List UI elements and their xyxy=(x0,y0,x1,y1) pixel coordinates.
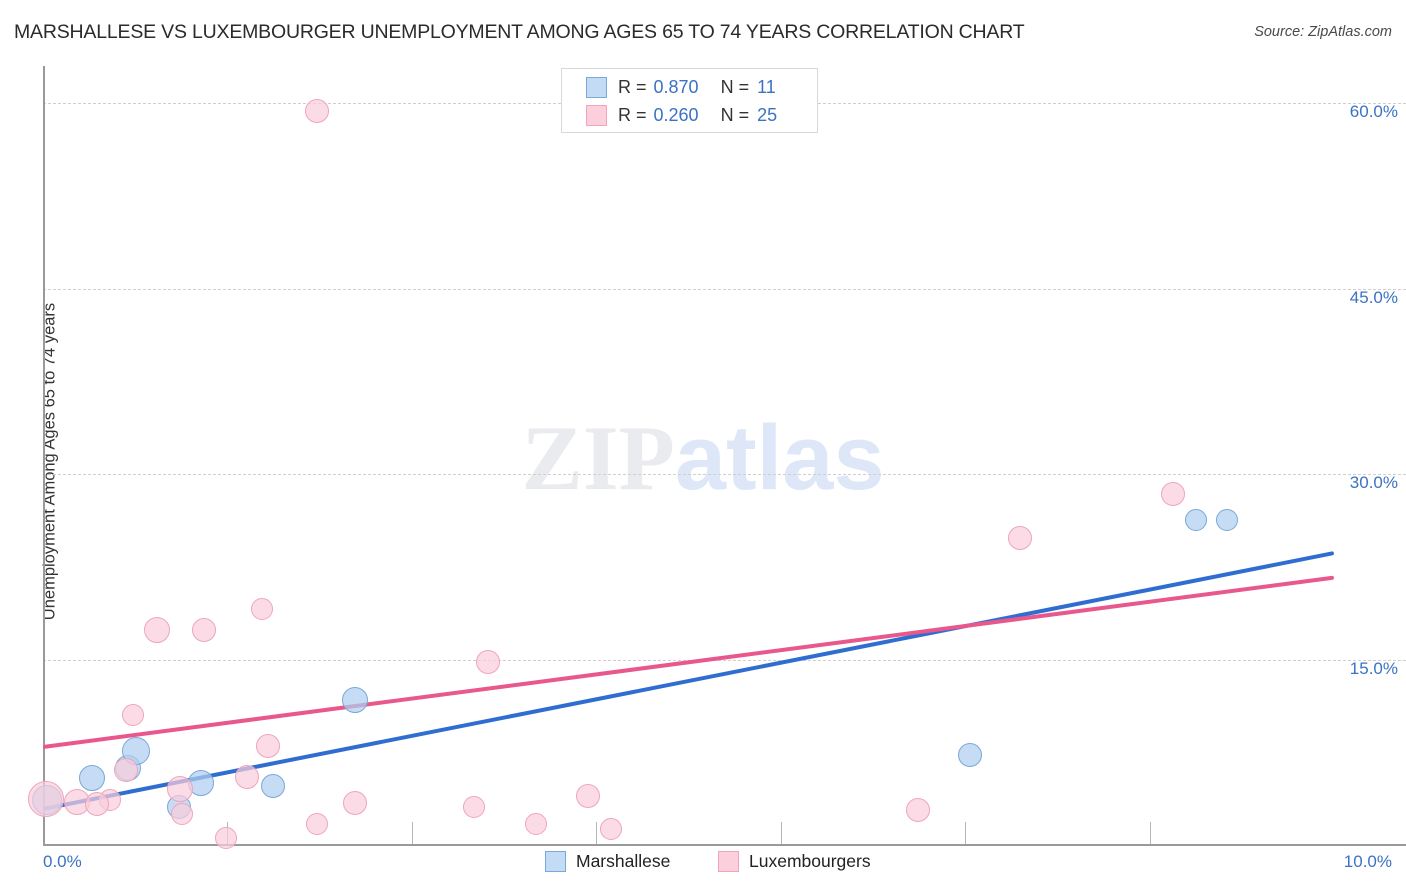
data-point-marshallese[interactable] xyxy=(79,765,106,792)
y-axis-tick-label: 15.0% xyxy=(1349,658,1398,678)
n-label-blue: N = xyxy=(720,76,750,97)
data-point-luxembourgers[interactable] xyxy=(85,792,110,817)
data-point-luxembourgers[interactable] xyxy=(476,649,501,674)
x-axis-tick xyxy=(1149,822,1151,845)
data-point-marshallese[interactable] xyxy=(1215,508,1238,531)
trend-line-luxembourgers xyxy=(42,575,1335,750)
data-point-luxembourgers[interactable] xyxy=(463,795,486,818)
n-value-blue: 11 xyxy=(757,76,776,97)
x-axis-max-label: 10.0% xyxy=(1343,852,1392,871)
y-axis-tick-label: 30.0% xyxy=(1349,473,1398,493)
r-value-pink: 0.260 xyxy=(653,104,699,125)
data-point-luxembourgers[interactable] xyxy=(305,812,328,835)
series-legend-marshallese[interactable]: Marshallese xyxy=(545,851,670,872)
data-point-luxembourgers[interactable] xyxy=(525,812,548,835)
data-point-marshallese[interactable] xyxy=(342,687,369,714)
data-point-luxembourgers[interactable] xyxy=(906,798,931,823)
r-value-blue: 0.870 xyxy=(653,76,699,97)
stats-legend-row-marshallese: R = 0.870 N = 11 xyxy=(586,73,776,101)
grid-line xyxy=(43,288,1406,290)
x-axis-tick xyxy=(596,822,598,845)
legend-swatch-blue-icon xyxy=(586,76,607,98)
data-point-luxembourgers[interactable] xyxy=(1008,526,1033,551)
r-label-pink: R = xyxy=(618,104,647,125)
grid-line xyxy=(43,474,1406,476)
x-axis-line xyxy=(43,844,1406,846)
n-label-pink: N = xyxy=(720,104,750,125)
y-axis-tick-label: 45.0% xyxy=(1349,287,1398,307)
data-point-marshallese[interactable] xyxy=(1184,508,1207,531)
series-swatch-blue-icon xyxy=(545,851,566,872)
y-axis-tick-label: 60.0% xyxy=(1349,102,1398,122)
plot-area xyxy=(27,66,1335,849)
data-point-marshallese[interactable] xyxy=(260,773,285,798)
x-axis-min-label: 0.0% xyxy=(43,852,82,871)
data-point-luxembourgers[interactable] xyxy=(304,98,329,123)
data-point-luxembourgers[interactable] xyxy=(234,764,259,789)
data-point-luxembourgers[interactable] xyxy=(1160,481,1185,506)
data-point-luxembourgers[interactable] xyxy=(27,781,64,818)
series-swatch-pink-icon xyxy=(718,851,739,872)
data-point-luxembourgers[interactable] xyxy=(255,734,280,759)
data-point-luxembourgers[interactable] xyxy=(192,617,217,642)
stats-legend-row-luxembourgers: R = 0.260 N = 25 xyxy=(586,101,777,129)
x-axis-tick xyxy=(780,822,782,845)
series-legend-luxembourgers[interactable]: Luxembourgers xyxy=(718,851,871,872)
x-axis-tick xyxy=(411,822,413,845)
data-point-luxembourgers[interactable] xyxy=(575,783,600,808)
stats-legend: R = 0.870 N = 11 R = 0.260 N = 25 xyxy=(561,68,818,133)
grid-line xyxy=(43,659,1406,661)
legend-swatch-pink-icon xyxy=(586,104,607,126)
data-point-luxembourgers[interactable] xyxy=(143,616,170,643)
data-point-luxembourgers[interactable] xyxy=(600,817,623,840)
data-point-luxembourgers[interactable] xyxy=(113,757,138,782)
series-legend-label-marshallese: Marshallese xyxy=(576,851,671,871)
r-label-blue: R = xyxy=(618,76,647,97)
series-legend-label-luxembourgers: Luxembourgers xyxy=(749,851,871,871)
data-point-luxembourgers[interactable] xyxy=(343,790,368,815)
n-value-pink: 25 xyxy=(757,104,778,125)
data-point-luxembourgers[interactable] xyxy=(251,597,274,620)
source-attribution: Source: ZipAtlas.com xyxy=(1254,24,1392,40)
page-title: MARSHALLESE VS LUXEMBOURGER UNEMPLOYMENT… xyxy=(14,21,1025,43)
x-axis-tick xyxy=(965,822,967,845)
data-point-luxembourgers[interactable] xyxy=(215,826,238,849)
y-axis-line xyxy=(43,66,45,845)
data-point-marshallese[interactable] xyxy=(957,742,982,767)
data-point-luxembourgers[interactable] xyxy=(122,704,145,727)
data-point-luxembourgers[interactable] xyxy=(171,803,194,826)
data-point-luxembourgers[interactable] xyxy=(166,776,193,803)
